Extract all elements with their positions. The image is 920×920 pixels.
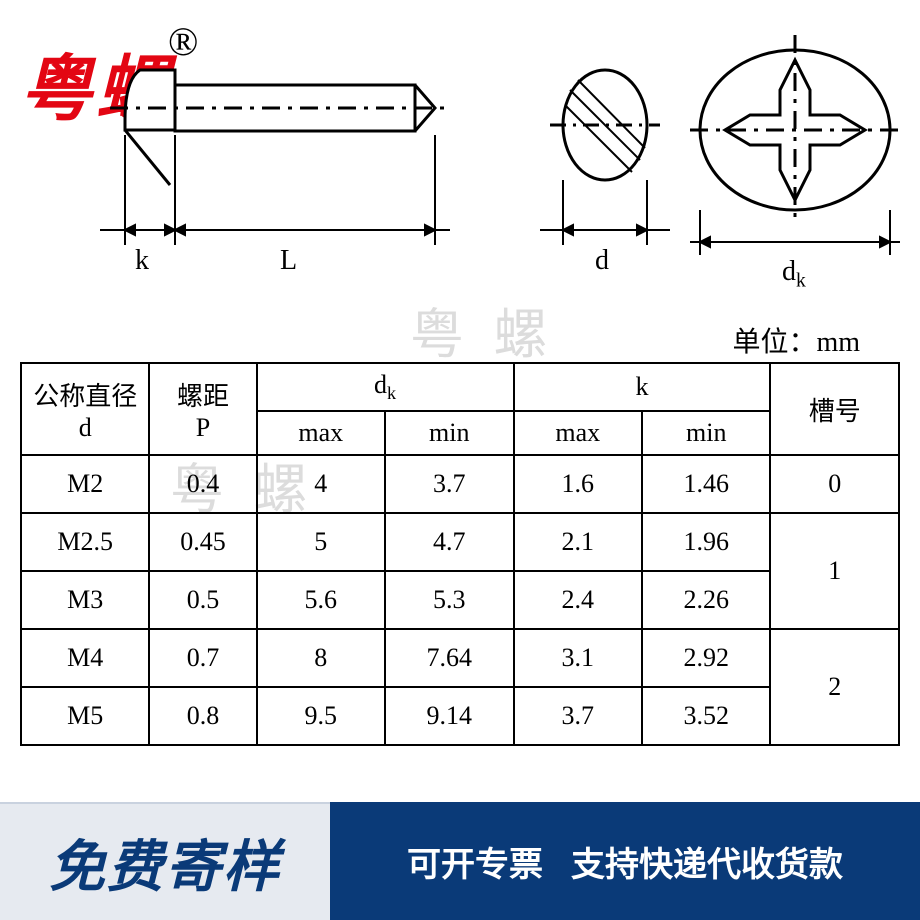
- th-p: 螺距P: [149, 363, 256, 455]
- footer-banner: 免费寄样 可开专票 支持快递代收货款: [0, 802, 920, 920]
- th-k-max: max: [514, 411, 642, 455]
- th-d: 公称直径d: [21, 363, 149, 455]
- th-k-min: min: [642, 411, 770, 455]
- watermark: 粤 螺: [410, 290, 556, 369]
- spec-table: 公称直径d 螺距P dk k 槽号 max min max min M2 0.4…: [20, 362, 900, 746]
- table-row: M2.5 0.45 5 4.7 2.1 1.96 1: [21, 513, 899, 571]
- table-row: M3 0.5 5.6 5.3 2.4 2.26: [21, 571, 899, 629]
- cod-text: 支持快递代收货款: [571, 837, 843, 886]
- table-body: M2 0.4 4 3.7 1.6 1.46 0 M2.5 0.45 5 4.7 …: [21, 455, 899, 745]
- th-k: k: [514, 363, 771, 411]
- screw-head-top-view: dk: [690, 30, 900, 290]
- screw-shaft-end-view: d: [540, 30, 670, 290]
- free-sample-text: 免费寄样: [49, 822, 281, 903]
- dim-label-d: d: [595, 245, 609, 277]
- banner-right: 可开专票 支持快递代收货款: [330, 802, 920, 920]
- unit-label: 单位：mm: [732, 320, 860, 360]
- th-dk-max: max: [257, 411, 385, 455]
- table-row: M2 0.4 4 3.7 1.6 1.46 0: [21, 455, 899, 513]
- th-dk-min: min: [385, 411, 513, 455]
- th-slot: 槽号: [770, 363, 899, 455]
- invoice-text: 可开专票: [407, 837, 543, 886]
- table-row: M5 0.8 9.5 9.14 3.7 3.52: [21, 687, 899, 745]
- dim-label-dk: dk: [782, 256, 806, 293]
- th-dk: dk: [257, 363, 514, 411]
- dim-label-L: L: [280, 245, 297, 277]
- screw-side-view: k L: [70, 30, 450, 290]
- banner-left: 免费寄样: [0, 802, 330, 920]
- table-row: M4 0.7 8 7.64 3.1 2.92 2: [21, 629, 899, 687]
- dim-label-k: k: [135, 245, 149, 277]
